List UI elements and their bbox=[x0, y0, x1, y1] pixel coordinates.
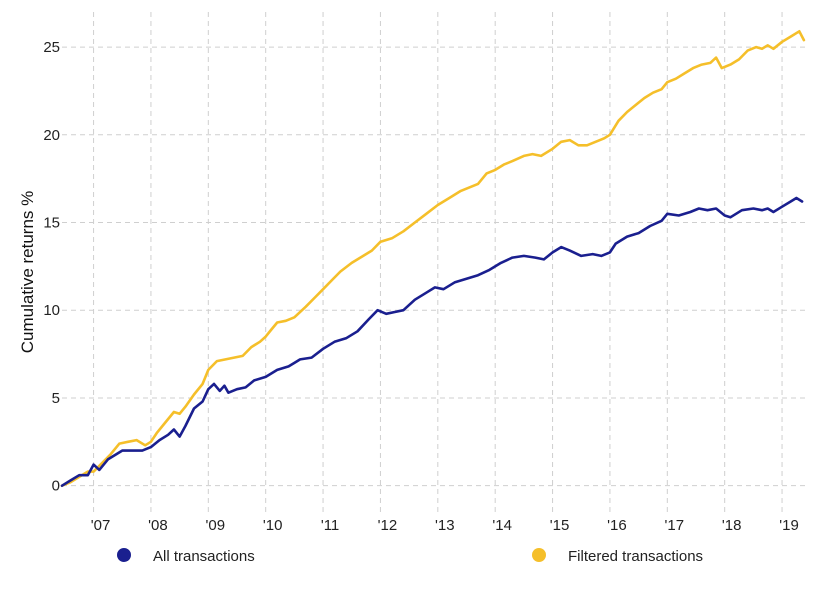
x-axis-ticks: '07 '08 '09 '10 '11 '12 '13 '14 '15 '16 '17 '18 '19 bbox=[91, 517, 799, 534]
x-tick-label: '17 bbox=[665, 517, 685, 534]
legend-label-filtered-transactions: Filtered transactions bbox=[568, 548, 703, 565]
y-axis-title: Cumulative returns % bbox=[18, 191, 37, 354]
x-tick-label: '09 bbox=[206, 517, 226, 534]
legend-marker-filtered-transactions bbox=[532, 548, 546, 562]
x-tick-label: '11 bbox=[321, 517, 339, 534]
x-tick-label: '14 bbox=[492, 517, 512, 534]
series-line-all-transactions bbox=[60, 196, 804, 487]
y-tick-label: 5 bbox=[52, 390, 60, 407]
y-tick-label: 10 bbox=[43, 302, 60, 319]
y-axis-ticks: 0 5 10 15 20 25 bbox=[43, 39, 60, 495]
legend-marker-all-transactions bbox=[117, 548, 131, 562]
x-tick-label: '12 bbox=[378, 517, 398, 534]
x-tick-label: '08 bbox=[148, 517, 168, 534]
x-tick-label: '13 bbox=[435, 517, 455, 534]
x-tick-label: '18 bbox=[722, 517, 742, 534]
x-tick-label: '19 bbox=[779, 517, 799, 534]
grid bbox=[62, 12, 805, 512]
y-tick-label: 25 bbox=[43, 39, 60, 56]
x-tick-label: '15 bbox=[550, 517, 570, 534]
x-tick-label: '10 bbox=[263, 517, 283, 534]
y-tick-label: 20 bbox=[43, 127, 60, 144]
x-tick-label: '07 bbox=[91, 517, 111, 534]
series-line-filtered-transactions bbox=[60, 30, 806, 487]
y-tick-label: 15 bbox=[43, 215, 60, 232]
x-tick-label: '16 bbox=[607, 517, 627, 534]
legend: All transactions Filtered transactions bbox=[117, 548, 703, 565]
y-tick-label: 0 bbox=[52, 478, 60, 495]
series-lines bbox=[60, 30, 806, 487]
legend-label-all-transactions: All transactions bbox=[153, 548, 255, 565]
